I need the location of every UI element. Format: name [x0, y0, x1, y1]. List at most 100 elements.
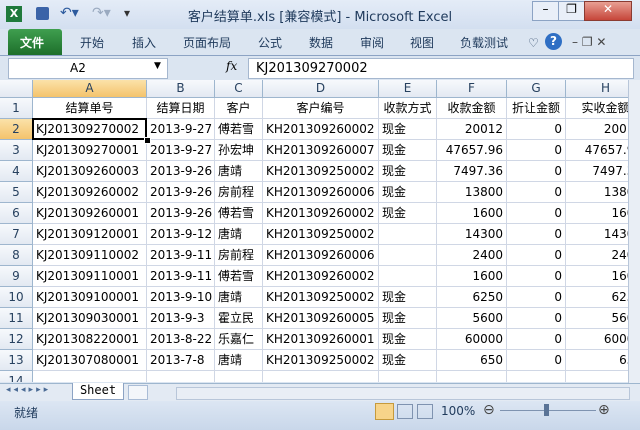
cell[interactable]: KH201309260006 [263, 245, 379, 266]
ribbon-tab[interactable]: 负载测试 [460, 36, 509, 50]
cell[interactable]: 2013-9-27 [147, 119, 215, 140]
zoom-out[interactable]: ⊖ [483, 402, 495, 418]
ribbon-tab[interactable]: 视图 [410, 36, 435, 50]
cell[interactable]: 现金 [379, 119, 437, 140]
cell[interactable]: 1600 [437, 203, 507, 224]
cell[interactable]: KJ201309260003 [33, 161, 147, 182]
ribbon-tab[interactable]: 文件 [20, 36, 45, 50]
cell[interactable]: 现金 [379, 140, 437, 161]
ribbon-tab[interactable]: 数据 [309, 36, 334, 50]
cell[interactable]: KH201309260002 [263, 203, 379, 224]
cell[interactable]: 0 [507, 308, 566, 329]
help-button[interactable]: ? [545, 33, 562, 50]
cell[interactable]: 2400 [566, 245, 628, 266]
cell[interactable]: KJ201309260002 [33, 182, 147, 203]
undo-button[interactable]: ↶▾ [60, 5, 79, 21]
cell[interactable] [215, 371, 263, 382]
cell[interactable]: 现金 [379, 182, 437, 203]
cell[interactable]: 2400 [437, 245, 507, 266]
cell[interactable]: KJ201309110001 [33, 266, 147, 287]
cell[interactable]: 7497.36 [566, 161, 628, 182]
zoom-in[interactable]: ⊕ [598, 402, 610, 418]
cell[interactable]: 1600 [566, 203, 628, 224]
cell[interactable]: 1600 [437, 266, 507, 287]
cell[interactable]: 0 [507, 329, 566, 350]
row-header[interactable]: 10 [0, 287, 33, 308]
cell[interactable]: 唐靖 [215, 161, 263, 182]
cell[interactable]: 0 [507, 203, 566, 224]
page-break-view[interactable] [417, 404, 433, 419]
cell[interactable]: 6250 [437, 287, 507, 308]
cell[interactable]: KJ201309260001 [33, 203, 147, 224]
qat-menu[interactable]: ▾ [124, 6, 131, 20]
cell[interactable]: 650 [437, 350, 507, 371]
cell[interactable]: KJ201309120001 [33, 224, 147, 245]
horizontal-scrollbar[interactable] [176, 387, 630, 400]
cell[interactable]: 乐嘉仁 [215, 329, 263, 350]
cell[interactable]: KH201309250002 [263, 224, 379, 245]
cell[interactable]: 2013-9-11 [147, 266, 215, 287]
cell[interactable]: 唐靖 [215, 350, 263, 371]
minimize-button[interactable]: – [532, 1, 559, 21]
column-header[interactable]: E [379, 80, 437, 98]
header-cell[interactable]: 折让金额 [507, 98, 566, 119]
cell[interactable]: 2013-9-27 [147, 140, 215, 161]
cell[interactable]: 现金 [379, 308, 437, 329]
cell[interactable]: KJ201309270001 [33, 140, 147, 161]
cell[interactable]: 房前程 [215, 245, 263, 266]
cell[interactable] [33, 371, 147, 382]
cell[interactable] [566, 371, 628, 382]
close-button[interactable]: ✕ [584, 1, 632, 21]
cell[interactable]: 2013-9-10 [147, 287, 215, 308]
row-header[interactable]: 7 [0, 224, 33, 245]
zoom-thumb[interactable] [544, 404, 549, 416]
cell[interactable]: KH201309250002 [263, 287, 379, 308]
row-header[interactable]: 13 [0, 350, 33, 371]
cell[interactable]: 现金 [379, 203, 437, 224]
sheet-nav[interactable]: ◂◂◂▸▸▸ [6, 385, 52, 395]
new-sheet-button[interactable] [128, 385, 148, 400]
cell[interactable]: 房前程 [215, 182, 263, 203]
save-button[interactable] [36, 7, 49, 20]
cell[interactable]: 孙宏坤 [215, 140, 263, 161]
column-header[interactable]: A [33, 80, 147, 98]
cell[interactable] [379, 266, 437, 287]
formula-input[interactable] [248, 58, 634, 79]
cell[interactable]: 2013-9-26 [147, 203, 215, 224]
cell[interactable]: 傅若雪 [215, 266, 263, 287]
column-header[interactable]: C [215, 80, 263, 98]
column-header[interactable]: G [507, 80, 566, 98]
cell[interactable]: KJ201309110002 [33, 245, 147, 266]
row-header[interactable]: 2 [0, 119, 33, 140]
cell[interactable]: 2013-9-26 [147, 161, 215, 182]
cell[interactable]: KJ201309100001 [33, 287, 147, 308]
cell[interactable]: 0 [507, 350, 566, 371]
worksheet-grid[interactable]: A B C D E F G H 1 2 3 4 5 6 7 8 9 10 11 12 13 14 结算单号 结算日期 客户 客户编… [0, 80, 628, 382]
cell[interactable]: 现金 [379, 161, 437, 182]
page-layout-view[interactable] [397, 404, 413, 419]
cell[interactable]: 14300 [566, 224, 628, 245]
cell[interactable]: 60000 [437, 329, 507, 350]
ribbon-tab[interactable]: 开始 [80, 36, 105, 50]
cell[interactable]: 唐靖 [215, 224, 263, 245]
cell[interactable] [437, 371, 507, 382]
cell[interactable]: 20012 [437, 119, 507, 140]
header-cell[interactable]: 实收金额 [566, 98, 628, 119]
cell[interactable]: 唐靖 [215, 287, 263, 308]
cell[interactable]: 0 [507, 245, 566, 266]
cell[interactable]: 5600 [566, 308, 628, 329]
name-box-arrow[interactable]: ▼ [154, 61, 161, 71]
row-header[interactable]: 3 [0, 140, 33, 161]
row-header[interactable]: 6 [0, 203, 33, 224]
cell[interactable]: KH201309260006 [263, 182, 379, 203]
cell[interactable] [507, 371, 566, 382]
row-header[interactable]: 1 [0, 98, 33, 119]
header-cell[interactable]: 收款方式 [379, 98, 437, 119]
sheet-tab[interactable]: Sheet [72, 383, 124, 400]
cell[interactable]: 6250 [566, 287, 628, 308]
cell[interactable]: 0 [507, 266, 566, 287]
cell[interactable]: 0 [507, 161, 566, 182]
column-header[interactable]: F [437, 80, 507, 98]
fill-handle[interactable] [144, 137, 151, 144]
redo-button[interactable]: ↷▾ [92, 5, 111, 21]
